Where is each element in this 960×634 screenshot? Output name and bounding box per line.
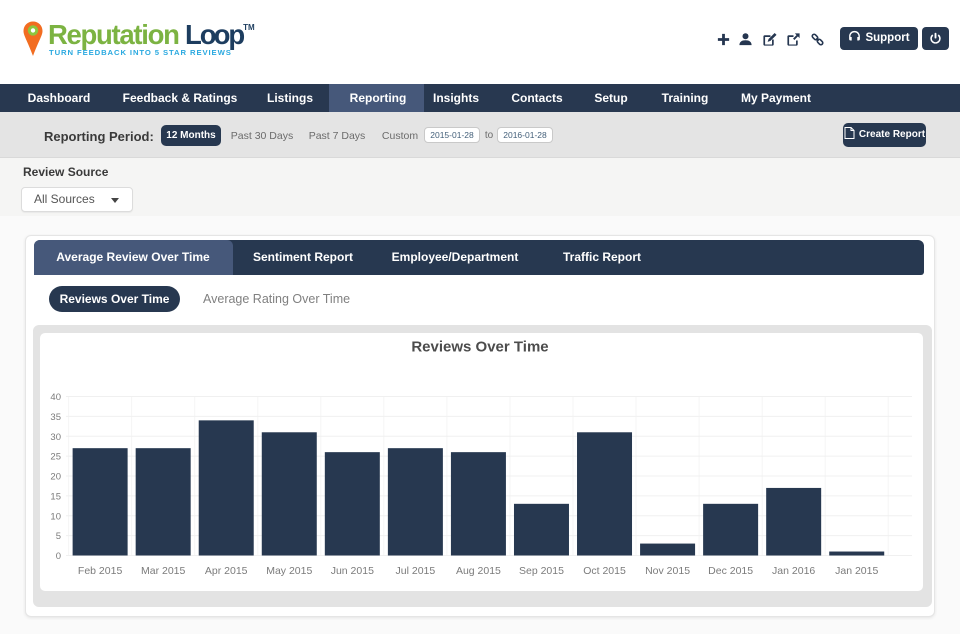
svg-text:Apr 2015: Apr 2015 [205, 565, 248, 577]
svg-text:15: 15 [50, 491, 61, 502]
svg-text:Jan 2015: Jan 2015 [835, 565, 878, 577]
svg-text:Oct 2015: Oct 2015 [583, 565, 626, 577]
svg-text:Sep 2015: Sep 2015 [519, 565, 564, 577]
svg-text:30: 30 [50, 432, 61, 443]
svg-text:35: 35 [50, 412, 61, 423]
svg-text:Aug 2015: Aug 2015 [456, 565, 501, 577]
svg-text:Dec 2015: Dec 2015 [708, 565, 753, 577]
svg-text:Jul 2015: Jul 2015 [396, 565, 436, 577]
svg-text:Jun 2015: Jun 2015 [331, 565, 374, 577]
svg-text:Mar 2015: Mar 2015 [141, 565, 186, 577]
svg-text:Reviews Over Time: Reviews Over Time [411, 339, 548, 356]
svg-text:5: 5 [56, 531, 61, 542]
svg-text:10: 10 [50, 511, 61, 522]
svg-text:May 2015: May 2015 [266, 565, 312, 577]
svg-text:25: 25 [50, 452, 61, 463]
svg-text:Feb 2015: Feb 2015 [78, 565, 123, 577]
svg-text:40: 40 [50, 392, 61, 403]
svg-text:20: 20 [50, 472, 61, 483]
svg-text:0: 0 [56, 551, 61, 562]
svg-text:Jan 2016: Jan 2016 [772, 565, 815, 577]
svg-text:Nov 2015: Nov 2015 [645, 565, 690, 577]
